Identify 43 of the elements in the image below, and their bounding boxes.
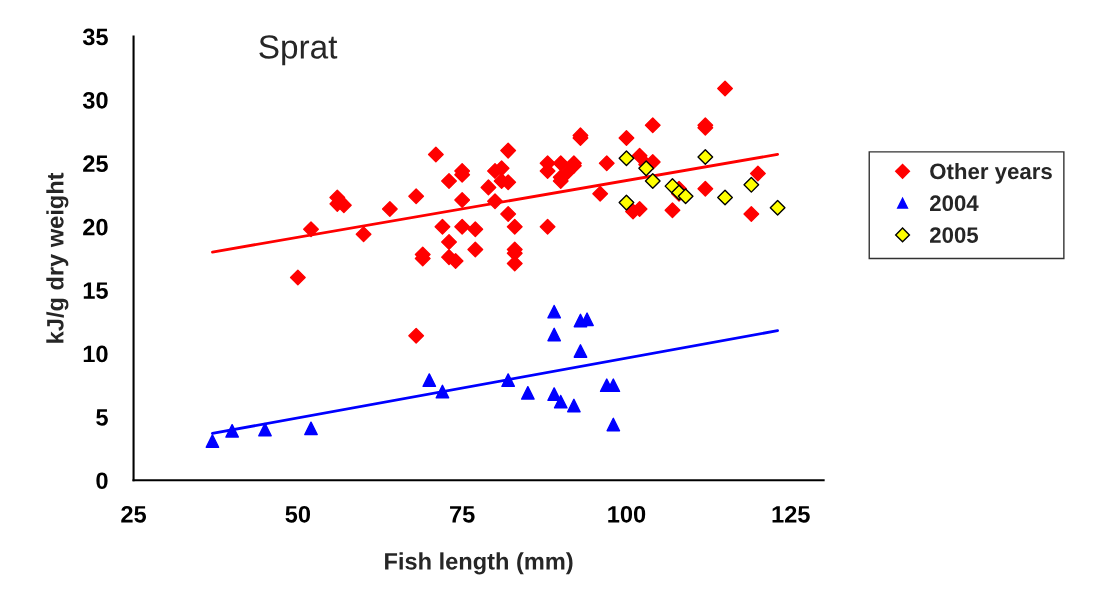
point: [225, 423, 240, 438]
point: [677, 188, 694, 205]
point: [618, 150, 635, 167]
y-tick-label: 35: [82, 28, 108, 46]
x-tick-label: 125: [772, 505, 810, 523]
legend-label: Other years: [930, 162, 1052, 184]
point: [547, 327, 562, 342]
point: [644, 173, 661, 190]
x-tick-label: 100: [608, 505, 646, 523]
point: [638, 160, 655, 177]
point: [435, 384, 450, 399]
y-tick-label: 20: [83, 218, 108, 236]
point: [501, 373, 516, 388]
x-tick-label: 50: [285, 505, 311, 523]
point: [304, 421, 318, 436]
y-tick-label: 30: [82, 91, 108, 109]
y-tick-label: 15: [83, 282, 108, 299]
x-tick-label: 75: [450, 506, 475, 523]
y-axis-title: kJ/g dry weight: [46, 172, 69, 343]
point: [258, 422, 272, 437]
x-tick-label: 25: [121, 505, 147, 523]
point: [697, 148, 714, 165]
point: [553, 394, 568, 409]
chart-title: Sprat: [259, 35, 338, 66]
point: [573, 344, 588, 358]
point: [547, 387, 562, 401]
point: [520, 385, 535, 400]
point: [717, 189, 734, 206]
point: [547, 304, 562, 319]
point: [769, 199, 786, 216]
point: [618, 194, 635, 211]
legend-label: 2004: [930, 195, 979, 212]
y-tick-label: 10: [83, 345, 108, 363]
y-tick-label: 25: [83, 155, 108, 173]
point: [205, 434, 220, 448]
x-axis-title: Fish length (mm): [385, 552, 573, 575]
y-tick-label: 0: [96, 472, 108, 490]
legend-label: 2005: [930, 227, 979, 243]
y-tick-label: 5: [96, 409, 108, 426]
point: [422, 373, 437, 388]
point: [566, 398, 581, 413]
point: [606, 417, 621, 432]
point: [743, 176, 760, 193]
